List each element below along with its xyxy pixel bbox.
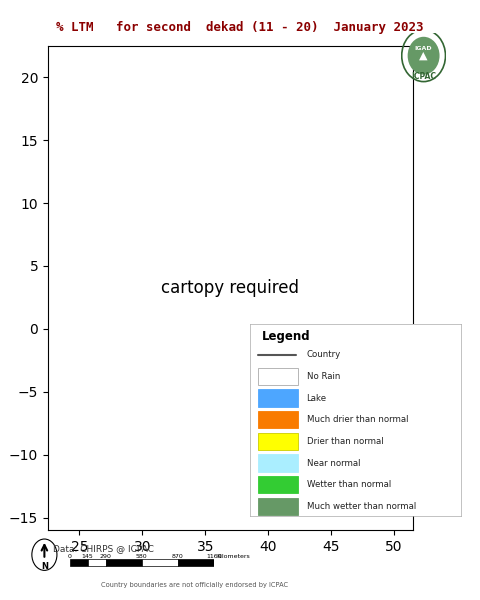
Text: Much wetter than normal: Much wetter than normal: [307, 502, 416, 511]
Text: Country boundaries are not officially endorsed by ICPAC: Country boundaries are not officially en…: [101, 582, 288, 588]
Text: Legend: Legend: [262, 330, 311, 343]
Bar: [87, 559, 106, 566]
FancyBboxPatch shape: [258, 389, 298, 407]
FancyBboxPatch shape: [258, 454, 298, 472]
Text: % LTM   for second  dekad (11 - 20)  January 2023: % LTM for second dekad (11 - 20) January…: [56, 21, 424, 34]
Text: 870: 870: [172, 554, 183, 559]
Circle shape: [408, 37, 440, 74]
Text: 580: 580: [136, 554, 147, 559]
Text: ICPAC: ICPAC: [411, 71, 436, 80]
FancyBboxPatch shape: [258, 368, 298, 385]
Text: Near normal: Near normal: [307, 458, 360, 467]
Text: N: N: [41, 562, 48, 571]
Bar: [70, 559, 87, 566]
Text: Kilometers: Kilometers: [216, 554, 250, 559]
Bar: [178, 559, 214, 566]
Text: ▲: ▲: [420, 50, 428, 61]
Text: 290: 290: [100, 554, 111, 559]
Text: Country: Country: [307, 350, 341, 359]
Text: 145: 145: [82, 554, 94, 559]
Text: Drier than normal: Drier than normal: [307, 437, 383, 446]
Text: Lake: Lake: [307, 394, 327, 403]
Text: IGAD: IGAD: [415, 46, 432, 50]
Text: 0: 0: [68, 554, 72, 559]
Text: Much drier than normal: Much drier than normal: [307, 415, 408, 424]
FancyBboxPatch shape: [258, 411, 298, 428]
Text: Wetter than normal: Wetter than normal: [307, 480, 391, 489]
Text: Data: CHIRPS @ ICPAC: Data: CHIRPS @ ICPAC: [53, 544, 154, 553]
Bar: [106, 559, 142, 566]
FancyBboxPatch shape: [258, 433, 298, 450]
Text: 1160: 1160: [206, 554, 221, 559]
FancyBboxPatch shape: [258, 476, 298, 493]
Text: No Rain: No Rain: [307, 372, 340, 381]
FancyBboxPatch shape: [258, 498, 298, 515]
Text: cartopy required: cartopy required: [161, 279, 300, 297]
Bar: [142, 559, 178, 566]
